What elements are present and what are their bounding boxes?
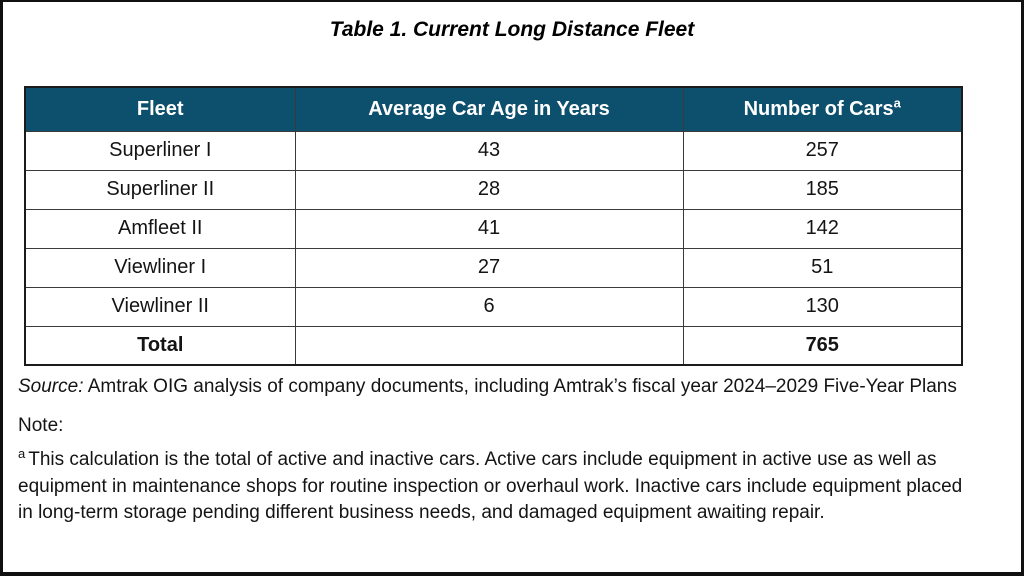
cell-num-cars: 257 xyxy=(682,130,963,171)
cell-num-cars: 142 xyxy=(682,208,963,249)
source-label: Source: xyxy=(18,376,84,397)
cell-fleet: Superliner I xyxy=(24,130,296,171)
note-text-body: This calculation is the total of active … xyxy=(18,449,963,523)
cell-fleet: Viewliner II xyxy=(24,286,296,327)
table-header-row: Fleet Average Car Age in Years Number of… xyxy=(24,86,963,132)
col-header-fleet: Fleet xyxy=(24,86,296,132)
table-row: Superliner II 28 185 xyxy=(24,169,963,210)
cell-total-label: Total xyxy=(24,325,296,366)
col-header-num-cars-label: Number of Cars xyxy=(743,97,894,120)
table-row: Amfleet II 41 142 xyxy=(24,208,963,249)
col-header-avg-age-label: Average Car Age in Years xyxy=(368,97,610,120)
table-row: Viewliner II 6 130 xyxy=(24,286,963,327)
cell-fleet: Viewliner I xyxy=(24,247,296,288)
footnote-marker-header: a xyxy=(893,95,901,111)
table-row: Viewliner I 27 51 xyxy=(24,247,963,288)
cell-avg-age: 43 xyxy=(294,130,684,171)
cell-fleet: Superliner II xyxy=(24,169,296,210)
col-header-fleet-label: Fleet xyxy=(136,97,184,120)
fleet-table: Fleet Average Car Age in Years Number of… xyxy=(24,86,963,366)
cell-total-num-cars: 765 xyxy=(682,325,963,366)
cell-fleet: Amfleet II xyxy=(24,208,296,249)
table-row: Superliner I 43 257 xyxy=(24,130,963,171)
cell-total-avg-age xyxy=(294,325,684,366)
table-total-row: Total 765 xyxy=(24,325,963,366)
col-header-avg-age: Average Car Age in Years xyxy=(294,86,684,132)
footnote-marker-note: a xyxy=(18,446,26,462)
note-label: Note: xyxy=(18,415,64,437)
source-text: Amtrak OIG analysis of company documents… xyxy=(87,376,957,397)
cell-num-cars: 185 xyxy=(682,169,963,210)
cell-avg-age: 6 xyxy=(294,286,684,327)
cell-avg-age: 41 xyxy=(294,208,684,249)
cell-avg-age: 27 xyxy=(294,247,684,288)
cell-num-cars: 130 xyxy=(682,286,963,327)
source-line: Source: Amtrak OIG analysis of company d… xyxy=(18,374,978,400)
table-title: Table 1. Current Long Distance Fleet xyxy=(329,18,695,41)
cell-avg-age: 28 xyxy=(294,169,684,210)
cell-num-cars: 51 xyxy=(682,247,963,288)
col-header-num-cars: Number of Carsa xyxy=(682,86,963,132)
note-text: a This calculation is the total of active… xyxy=(18,447,978,526)
